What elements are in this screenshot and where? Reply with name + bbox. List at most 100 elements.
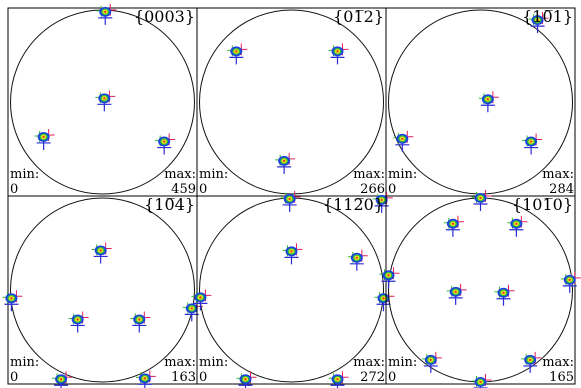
- pole-contour-peak: [529, 358, 532, 362]
- pole-contour-peak: [479, 380, 482, 384]
- min-label: min:: [10, 355, 39, 370]
- min-label: min:: [388, 167, 417, 182]
- pole-marker: [443, 215, 464, 237]
- pole-contour-peak: [138, 318, 141, 321]
- panel-title: {10̅4}: [144, 195, 195, 214]
- pole-figure-panel: {10̅4} min:0 max:163: [2, 195, 203, 388]
- pole-figure-panel: {01̅2} min:0 max:266: [196, 7, 387, 197]
- max-value: 163: [171, 370, 196, 385]
- pole-contour-peak: [76, 318, 79, 321]
- pole-marker: [34, 128, 55, 150]
- pole-marker: [275, 152, 296, 174]
- max-label: max:: [542, 355, 574, 370]
- pole-marker: [130, 311, 151, 333]
- min-label: min:: [199, 167, 228, 182]
- pole-contour-peak: [99, 249, 102, 252]
- pole-marker: [494, 284, 515, 306]
- max-value: 284: [549, 182, 574, 197]
- panel-title: {10̅1}: [522, 7, 573, 26]
- pole-contour-peak: [235, 50, 238, 53]
- pole-marker: [347, 249, 368, 271]
- pole-contour-peak: [190, 307, 193, 310]
- pole-marker: [471, 374, 492, 388]
- pole-contour-peak: [244, 378, 247, 381]
- max-value: 266: [360, 182, 385, 197]
- pole-contour-peak: [290, 250, 293, 253]
- pole-contour-peak: [42, 135, 45, 139]
- pole-marker: [522, 133, 543, 155]
- pole-contour-peak: [103, 97, 106, 100]
- pole-marker: [328, 43, 349, 65]
- pole-marker: [507, 215, 528, 237]
- pole-contour-peak: [143, 377, 146, 380]
- panel-title: {112̅0}: [323, 195, 384, 214]
- pole-figure-panel: {0003} min:0 max:459: [7, 3, 198, 197]
- min-value: 0: [199, 182, 207, 197]
- pole-marker: [421, 351, 442, 373]
- pole-marker: [282, 243, 303, 265]
- pole-contour-peak: [515, 222, 518, 225]
- pole-contour-peak: [336, 378, 339, 381]
- panel-title: {01̅2}: [333, 7, 384, 26]
- pole-contour-peak: [60, 378, 63, 381]
- pole-marker: [393, 130, 414, 152]
- pole-contour-peak: [502, 291, 505, 294]
- min-value: 0: [388, 370, 396, 385]
- pole-marker: [236, 371, 257, 388]
- min-value: 0: [10, 182, 18, 197]
- max-label: max:: [164, 167, 196, 182]
- projection-circle: [199, 9, 384, 195]
- pole-contour-peak: [568, 278, 571, 281]
- pole-marker: [280, 190, 301, 212]
- min-value: 0: [10, 370, 18, 385]
- pole-marker: [155, 133, 176, 155]
- panel-title: {101̅0}: [512, 195, 573, 214]
- pole-contour-peak: [163, 140, 166, 143]
- pole-marker: [96, 3, 117, 25]
- max-label: max:: [164, 355, 196, 370]
- pole-contour-peak: [336, 50, 339, 53]
- max-label: max:: [353, 167, 385, 182]
- pole-contour-peak: [10, 297, 13, 300]
- pole-marker: [328, 371, 349, 388]
- max-label: max:: [542, 167, 574, 182]
- pole-contour-peak: [530, 140, 533, 143]
- max-value: 165: [549, 370, 574, 385]
- pole-contour-peak: [387, 274, 390, 277]
- pole-contour-peak: [429, 358, 432, 362]
- pole-marker: [95, 90, 116, 112]
- pole-contour-peak: [199, 296, 202, 299]
- pole-contour-peak: [382, 297, 385, 300]
- pole-marker: [471, 190, 492, 211]
- pole-contour-peak: [283, 159, 286, 162]
- panels: {0003}min:0max:459{01̅2}min:0max:266{10̅…: [2, 3, 581, 388]
- min-label: min:: [199, 355, 228, 370]
- pole-marker: [91, 242, 112, 264]
- min-value: 0: [199, 370, 207, 385]
- pole-contour-peak: [104, 10, 107, 13]
- pole-marker: [372, 191, 393, 213]
- pole-contour-peak: [479, 196, 482, 200]
- min-value: 0: [388, 182, 396, 197]
- pole-marker: [2, 290, 23, 312]
- pole-contour-peak: [451, 222, 454, 225]
- max-label: max:: [353, 355, 385, 370]
- pole-contour-peak: [486, 98, 489, 101]
- projection-circle: [10, 197, 195, 383]
- pole-marker: [68, 311, 89, 333]
- panel-title: {0003}: [134, 7, 195, 26]
- pole-contour-peak: [380, 198, 383, 201]
- pole-contour-peak: [454, 290, 457, 293]
- max-value: 459: [171, 182, 196, 197]
- pole-marker: [528, 12, 549, 34]
- pole-marker: [560, 271, 581, 293]
- max-value: 272: [360, 370, 385, 385]
- pole-figure-panel: {101̅0} min:0 max:165: [379, 190, 581, 388]
- pole-marker: [478, 91, 499, 113]
- min-label: min:: [10, 167, 39, 182]
- pole-marker: [135, 370, 156, 388]
- pole-marker: [521, 351, 542, 373]
- pole-marker: [446, 283, 467, 305]
